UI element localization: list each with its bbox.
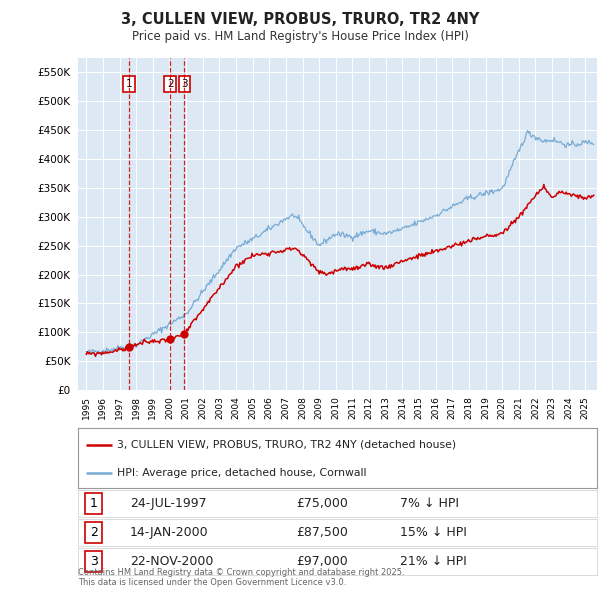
Text: 1: 1 — [125, 79, 132, 89]
Text: 1: 1 — [89, 497, 98, 510]
Text: 22-NOV-2000: 22-NOV-2000 — [130, 555, 213, 568]
Text: 2: 2 — [167, 79, 173, 89]
Text: 3: 3 — [181, 79, 188, 89]
Text: £87,500: £87,500 — [296, 526, 348, 539]
Text: 3: 3 — [89, 555, 98, 568]
Text: 21% ↓ HPI: 21% ↓ HPI — [400, 555, 467, 568]
Text: £75,000: £75,000 — [296, 497, 348, 510]
Text: Price paid vs. HM Land Registry's House Price Index (HPI): Price paid vs. HM Land Registry's House … — [131, 30, 469, 43]
Text: 7% ↓ HPI: 7% ↓ HPI — [400, 497, 459, 510]
Text: 3, CULLEN VIEW, PROBUS, TRURO, TR2 4NY (detached house): 3, CULLEN VIEW, PROBUS, TRURO, TR2 4NY (… — [117, 440, 456, 450]
Text: Contains HM Land Registry data © Crown copyright and database right 2025.
This d: Contains HM Land Registry data © Crown c… — [78, 568, 404, 587]
Text: 14-JAN-2000: 14-JAN-2000 — [130, 526, 209, 539]
Text: 15% ↓ HPI: 15% ↓ HPI — [400, 526, 467, 539]
Text: 24-JUL-1997: 24-JUL-1997 — [130, 497, 206, 510]
Text: 3, CULLEN VIEW, PROBUS, TRURO, TR2 4NY: 3, CULLEN VIEW, PROBUS, TRURO, TR2 4NY — [121, 12, 479, 27]
Text: HPI: Average price, detached house, Cornwall: HPI: Average price, detached house, Corn… — [117, 468, 367, 478]
Text: 2: 2 — [89, 526, 98, 539]
Text: £97,000: £97,000 — [296, 555, 348, 568]
